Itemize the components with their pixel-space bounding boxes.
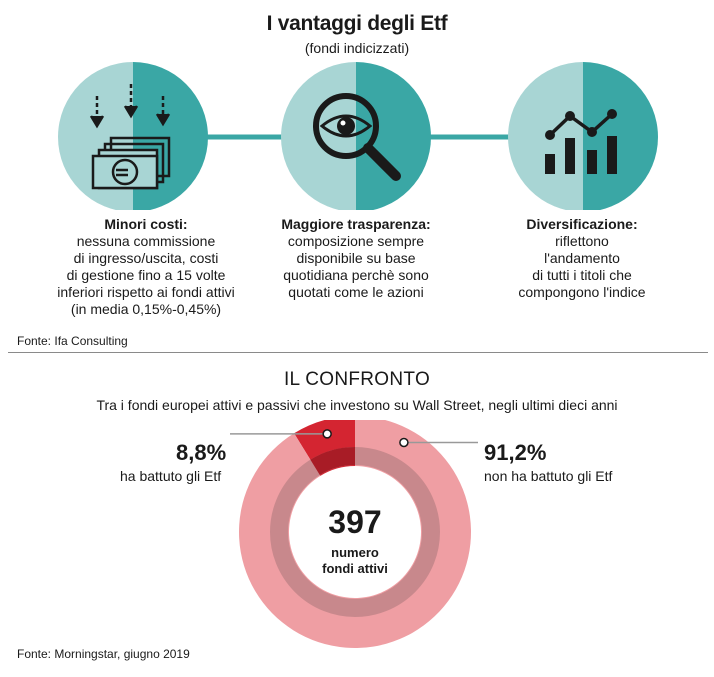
center-value: 397 [328,504,382,540]
center-label: numero fondi attivi [255,545,455,577]
advantage-heading: Diversificazione: [526,216,638,232]
pct-beat: 8,8% [176,440,227,465]
advantage-transparency: Maggiore trasparenza: composizione sempr… [246,216,466,301]
source-top: Fonte: Ifa Consulting [17,334,128,348]
advantage-line: di tutti i titoli che [532,267,632,283]
page-title: I vantaggi degli Etf [266,12,448,35]
section-subtitle: Tra i fondi europei attivi e passivi che… [96,397,618,413]
advantage-line: compongono l'indice [518,284,646,300]
leader-dot-not-beat [399,437,409,448]
donut-hole [290,467,420,597]
advantage-heading: Maggiore trasparenza: [281,216,431,232]
pct-beat-label: ha battuto gli Etf [120,468,222,484]
advantage-line: composizione sempre [287,233,425,249]
advantage-line: di ingresso/uscita, costi [73,250,219,266]
pct-not-beat-label: non ha battuto gli Etf [484,468,613,484]
advantage-diversification: Diversificazione: riflettono l'andamento… [472,216,692,301]
advantage-line: l'andamento [544,250,620,266]
eye-magnifier-icon [281,62,431,210]
advantage-line: disponibile su base [296,250,416,266]
advantage-costs: Minori costi: nessuna commissione di ing… [36,216,256,318]
advantages-icons [58,62,658,210]
advantage-line: (in media 0,15%-0,45%) [70,301,222,317]
advantage-heading: Minori costi: [104,216,188,232]
section-title: IL CONFRONTO [283,369,431,390]
pct-not-beat: 91,2% [484,440,547,465]
donut-chart [230,420,478,648]
euro-banknotes-icon [58,62,208,210]
advantage-line: nessuna commissione [76,233,216,249]
advantage-line: quotidiana perchè sono [283,267,429,283]
bar-line-chart-icon [508,62,658,210]
page-subtitle: (fondi indicizzati) [304,40,410,56]
advantage-line: riflettono [555,233,609,249]
donut-inner-slice-beat [310,447,355,475]
source-bottom: Fonte: Morningstar, giugno 2019 [17,647,190,661]
leader-dot-beat [322,429,332,439]
divider [8,352,708,353]
advantage-line: inferiori rispetto ai fondi attivi [57,284,235,300]
advantage-line: quotati come le azioni [288,284,424,300]
advantage-line: di gestione fino a 15 volte [66,267,226,283]
center-label-line: numero [331,545,379,560]
center-label-line: fondi attivi [322,561,388,576]
